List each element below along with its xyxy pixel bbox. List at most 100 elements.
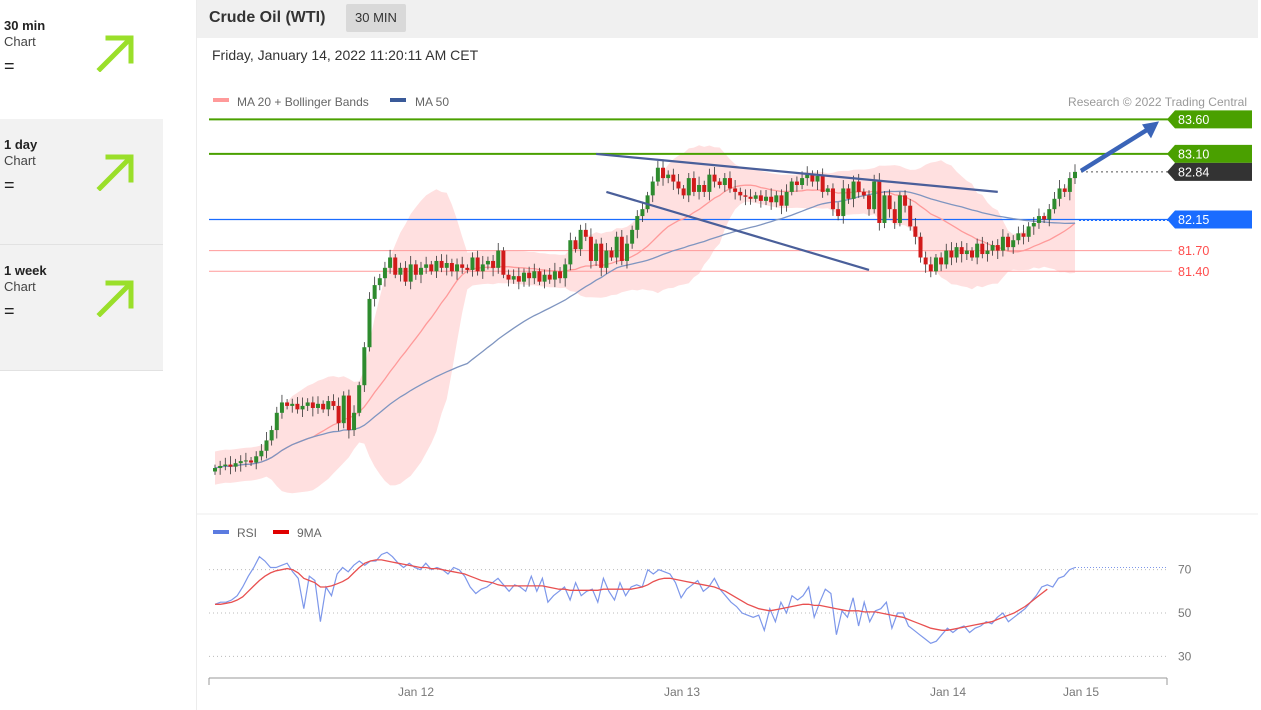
candle-body (913, 226, 918, 237)
candle-body (583, 229, 588, 237)
candle (321, 400, 326, 413)
candle-body (604, 250, 609, 268)
candle-body (985, 250, 990, 255)
candle (372, 276, 377, 307)
candle-body (1042, 216, 1047, 220)
candle-body (717, 181, 722, 185)
candle (650, 176, 655, 203)
candle (388, 249, 393, 274)
candle (1067, 172, 1072, 201)
level-label: 83.60 (1178, 113, 1209, 127)
candle-body (949, 250, 954, 258)
candle-body (738, 191, 743, 196)
level-labels: 83.60 83.10 82.84 82.15 81.70 81.40 (1167, 110, 1252, 279)
rsi-legend-swatch (213, 530, 229, 534)
candle (1026, 222, 1031, 242)
candle-body (846, 188, 851, 199)
candle (975, 238, 980, 265)
chart-datetime: Friday, January 14, 2022 11:20:11 AM CET (212, 47, 479, 63)
candle-body (722, 178, 727, 185)
candle (455, 258, 460, 280)
candle-body (748, 196, 753, 199)
candle (1000, 229, 1005, 257)
candle (243, 452, 248, 468)
candle (769, 188, 774, 210)
chart-panel: Crude Oil (WTI) 30 MIN Friday, January 1… (196, 0, 1258, 710)
candle-body (650, 181, 655, 196)
candle (310, 396, 315, 417)
candle-body (630, 229, 635, 244)
candle (810, 170, 815, 187)
ma50-line (214, 190, 1076, 469)
candle (928, 256, 933, 278)
candle (352, 405, 357, 437)
candle (491, 254, 496, 277)
candle (558, 267, 563, 284)
candle-body (352, 412, 357, 431)
candle (830, 183, 835, 216)
candle-body (964, 250, 969, 255)
candle-body (403, 267, 408, 282)
candle-body (856, 181, 861, 192)
candle-body (274, 412, 279, 431)
candle-body (218, 465, 223, 469)
candle (970, 247, 975, 261)
candle-body (377, 278, 382, 286)
candle (1016, 226, 1021, 245)
timeframe-1day[interactable]: 1 day Chart = (0, 119, 163, 245)
candle (315, 396, 320, 414)
candle (892, 201, 897, 229)
candle (238, 455, 243, 472)
timeframe-title: 1 week (4, 263, 47, 278)
candle (666, 170, 671, 184)
candle (588, 228, 593, 269)
candle (485, 256, 490, 270)
candle-body (470, 257, 475, 270)
candle (758, 190, 763, 208)
price-chart[interactable]: Friday, January 14, 2022 11:20:11 AM CET… (197, 38, 1258, 710)
candle (882, 191, 887, 229)
timeframe-subtitle: Chart (4, 34, 36, 49)
candle (1011, 235, 1016, 254)
candle (836, 202, 841, 221)
candle-body (228, 464, 233, 467)
candle-body (552, 271, 557, 280)
candle-body (568, 240, 573, 265)
candle-body (238, 461, 243, 464)
candle (743, 189, 748, 206)
candle-body (681, 188, 686, 196)
candle-body (254, 456, 259, 463)
candle-body (336, 405, 341, 424)
candle (635, 210, 640, 239)
candle-body (645, 195, 650, 210)
candle (1031, 217, 1036, 235)
candle (727, 171, 732, 193)
timeframe-1week[interactable]: 1 week Chart = (0, 245, 163, 371)
rsi-ma-legend-label: 9MA (297, 526, 322, 540)
candle (480, 255, 485, 279)
candle (218, 460, 223, 475)
candle (274, 406, 279, 439)
timeframe-30min[interactable]: 30 min Chart = (0, 0, 163, 126)
timeframe-badge[interactable]: 30 MIN (346, 4, 406, 32)
candle-body (764, 196, 769, 201)
candle (439, 254, 444, 273)
candle-body (388, 257, 393, 268)
candle (995, 239, 1000, 260)
research-credit: Research © 2022 Trading Central (1068, 95, 1247, 109)
candle-body (954, 247, 959, 258)
projection-arrow-line (1079, 125, 1153, 173)
candle-body (666, 174, 671, 179)
candle-body (671, 174, 676, 182)
candle (980, 236, 985, 259)
candle-body (223, 464, 228, 466)
candle-body (372, 285, 377, 299)
candle-body (542, 274, 547, 282)
timeframe-subtitle: Chart (4, 279, 36, 294)
candle-body (310, 402, 315, 408)
candle-body (686, 178, 691, 196)
bollinger-bands (215, 145, 1075, 494)
candle (686, 172, 691, 203)
candle-body (444, 263, 449, 268)
candle (624, 235, 629, 269)
